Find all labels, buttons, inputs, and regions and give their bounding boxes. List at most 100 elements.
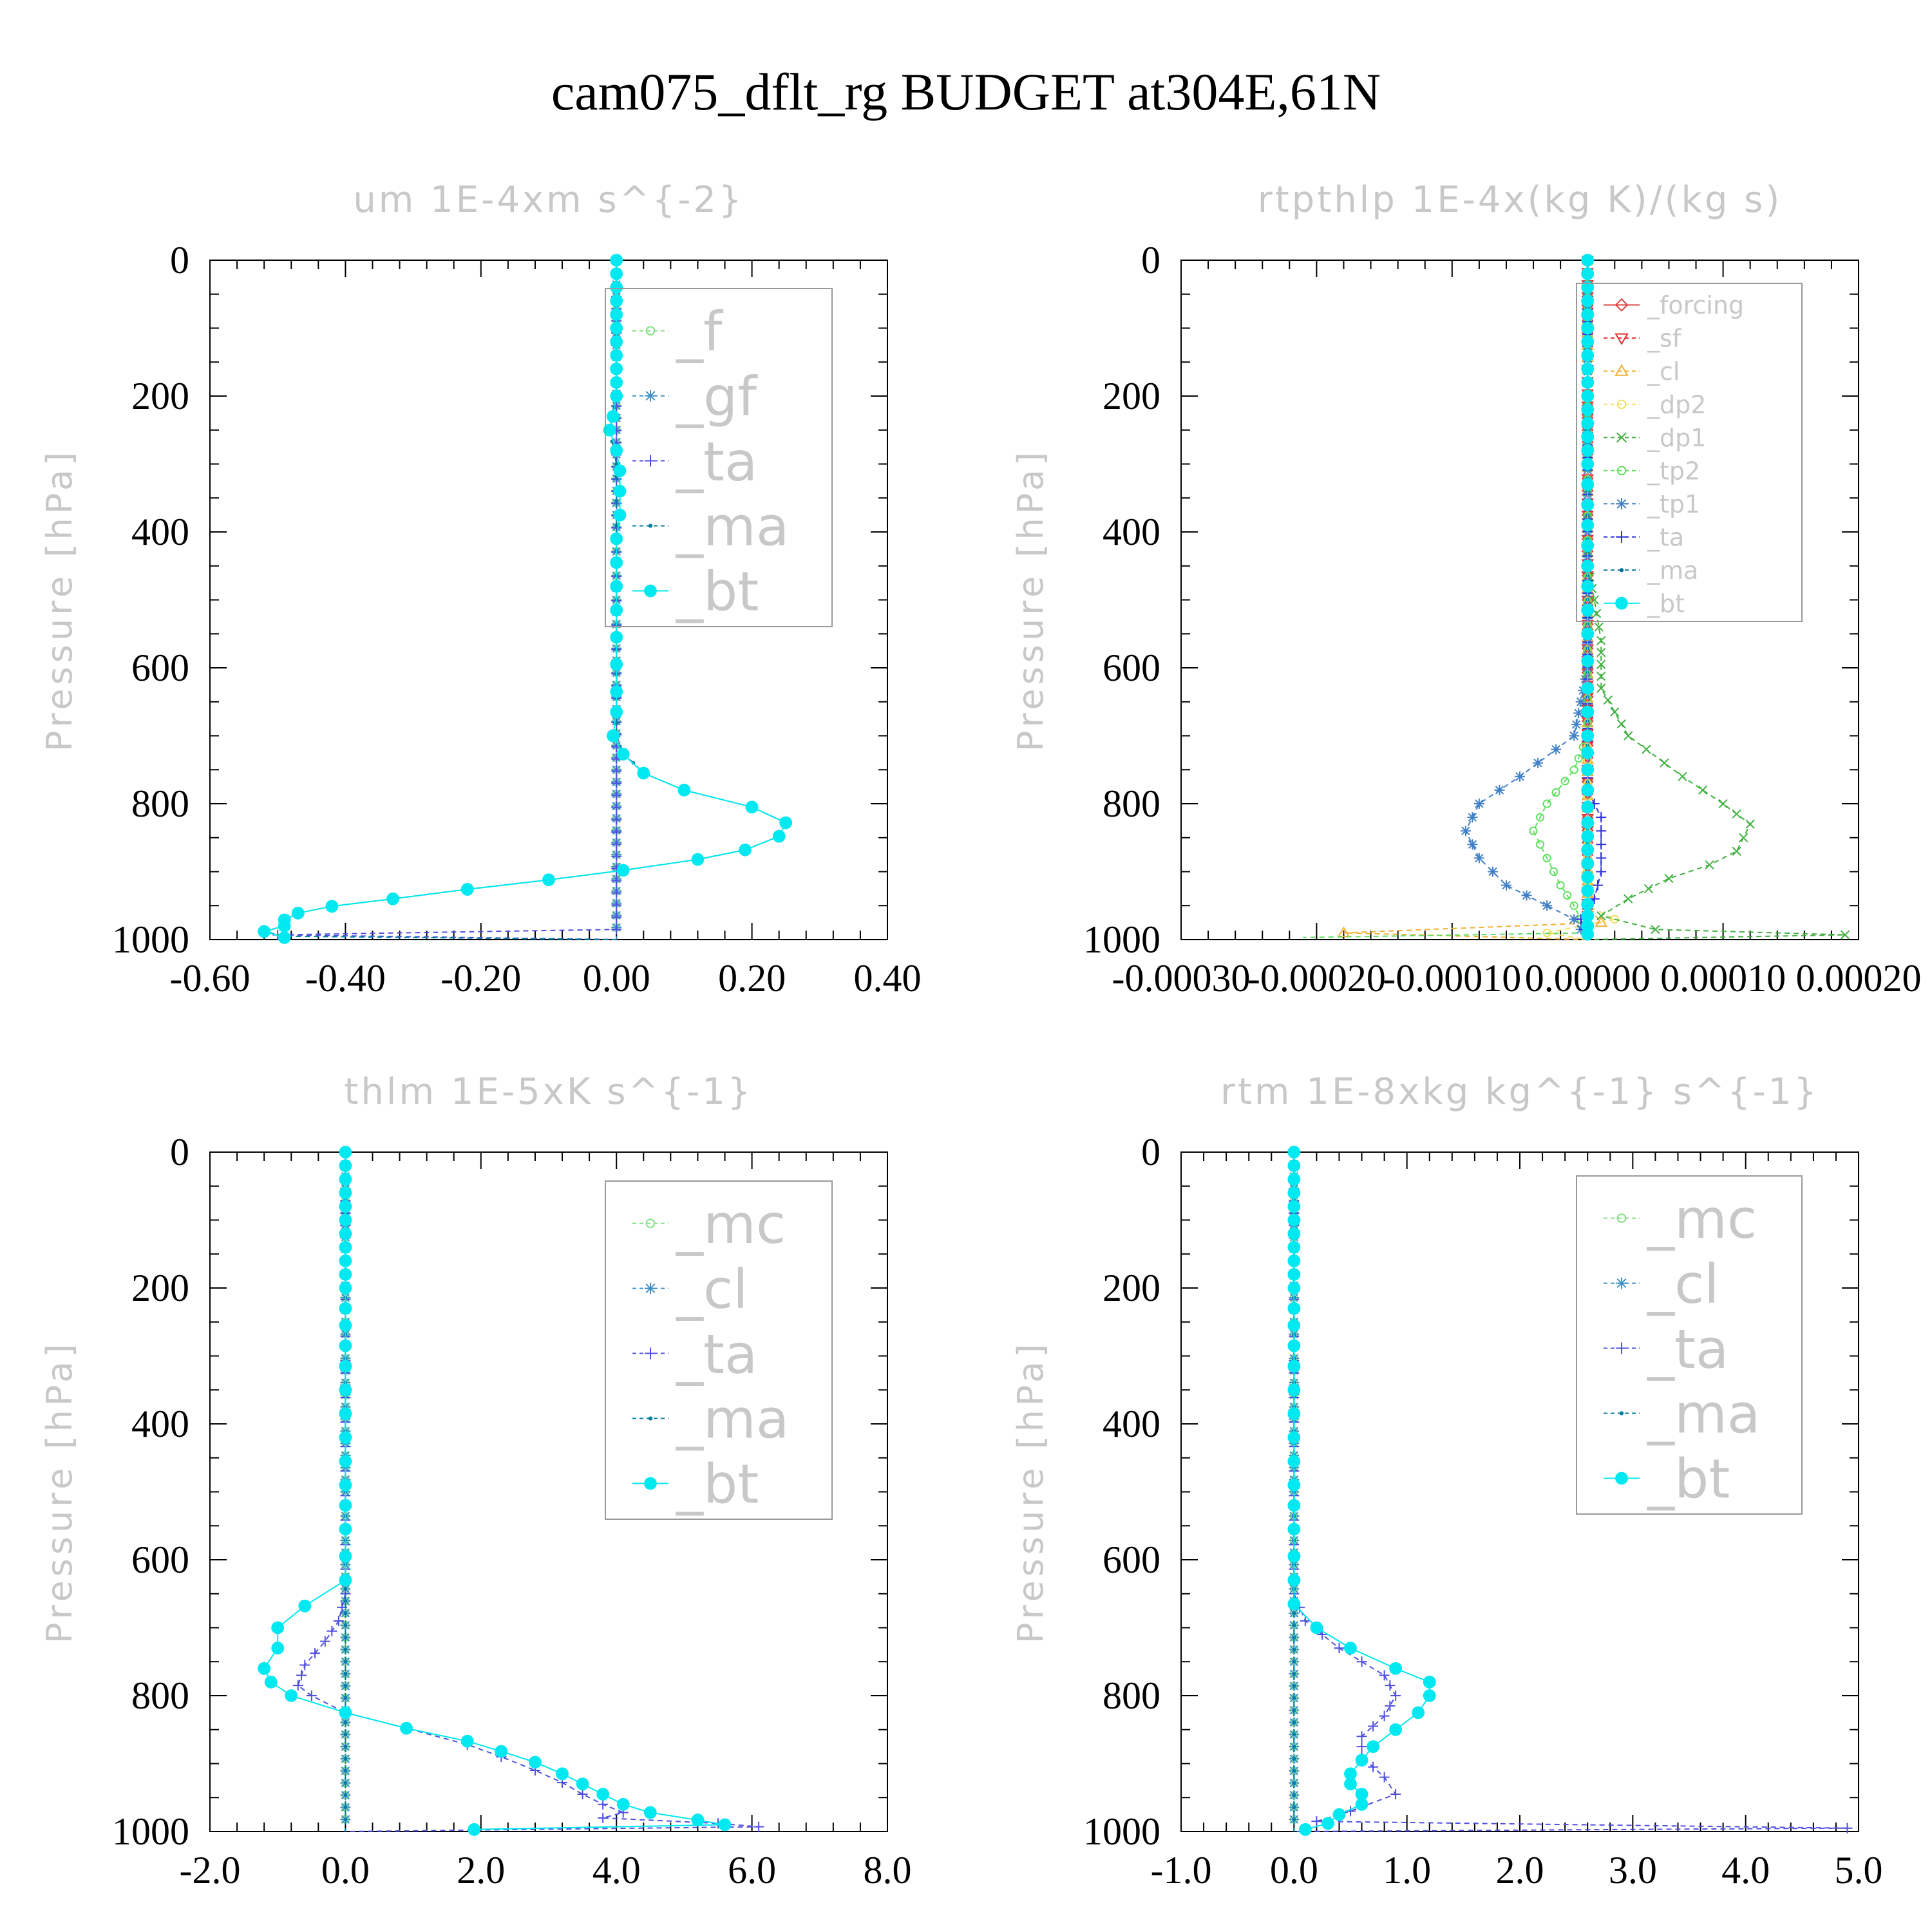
- legend-swatch-marker: [1615, 596, 1628, 610]
- data-point: [1575, 696, 1586, 707]
- x-tick-label: 5.0: [1835, 1849, 1883, 1891]
- data-point: [1356, 1731, 1367, 1742]
- data-point: [1287, 1479, 1301, 1492]
- data-point: [1515, 771, 1525, 782]
- data-point: [643, 1806, 657, 1819]
- data-point: [343, 1696, 348, 1700]
- data-point: [319, 1636, 330, 1647]
- data-point: [1732, 846, 1741, 856]
- data-point: [542, 873, 555, 887]
- data-point: [1292, 1684, 1296, 1688]
- data-point: [1292, 1708, 1296, 1712]
- data-point: [1664, 873, 1674, 884]
- data-point: [298, 1599, 312, 1613]
- data-point: [1287, 1339, 1301, 1352]
- data-point: [1287, 1186, 1301, 1200]
- data-point: [1385, 1700, 1396, 1711]
- data-point: [1287, 1383, 1301, 1397]
- data-point: [1292, 1805, 1296, 1810]
- data-point: [1344, 1767, 1357, 1781]
- data-point: [1581, 518, 1595, 532]
- legend-label: _bt: [1647, 1448, 1730, 1511]
- series-group: [1303, 254, 1850, 941]
- legend: _forcing _sf _cl _dp2 _dp1 _tp2 _tp1 _ta _ma _bt: [1576, 283, 1803, 622]
- y-tick-label: 400: [131, 511, 189, 553]
- data-point: [400, 1721, 413, 1735]
- data-point: [1287, 1213, 1301, 1227]
- data-point: [1535, 840, 1545, 849]
- legend-swatch-marker: [1616, 498, 1627, 510]
- legend-label: _ma: [676, 1388, 789, 1451]
- data-point: [1581, 559, 1595, 573]
- x-tick-label: 6.0: [728, 1849, 776, 1891]
- data-point: [1581, 816, 1595, 829]
- data-point: [677, 784, 691, 797]
- data-point: [1581, 294, 1595, 308]
- data-point: [614, 462, 618, 466]
- legend-label: _forcing: [1647, 291, 1744, 319]
- data-point: [611, 887, 622, 898]
- data-point: [1581, 871, 1595, 884]
- legend-label: _bt: [1647, 589, 1685, 618]
- data-point: [610, 335, 623, 348]
- data-point: [1337, 926, 1350, 938]
- legend-label: _dp1: [1647, 424, 1706, 452]
- plot-frame: [1180, 260, 1859, 940]
- y-tick-label: 400: [1103, 511, 1160, 553]
- data-point: [343, 1587, 348, 1591]
- data-point: [1355, 1754, 1368, 1767]
- data-point: [616, 864, 630, 877]
- data-point: [1596, 636, 1606, 645]
- data-point: [271, 1621, 285, 1634]
- data-point: [1535, 813, 1545, 822]
- panel-title: rtm 1E-8xkg kg^{-1} s^{-1}: [1220, 1071, 1819, 1113]
- data-point: [343, 1599, 348, 1603]
- data-point: [739, 843, 752, 857]
- data-point: [616, 748, 630, 761]
- data-point: [1379, 1670, 1390, 1681]
- data-point: [339, 1268, 352, 1281]
- y-tick-label: 400: [1103, 1403, 1160, 1445]
- data-point: [1643, 884, 1653, 893]
- figure-title: cam075_dflt_rg BUDGET at304E,61N: [551, 62, 1381, 121]
- data-point: [1292, 1745, 1296, 1748]
- data-point: [1300, 1615, 1311, 1626]
- data-point: [1529, 826, 1538, 835]
- data-point: [1287, 1319, 1301, 1332]
- x-tick-label: 0.20: [718, 957, 786, 999]
- legend-label: _gf: [676, 365, 758, 428]
- data-point: [1705, 860, 1714, 870]
- data-point: [343, 1672, 348, 1676]
- data-point: [1581, 603, 1595, 617]
- data-point: [1292, 1623, 1296, 1627]
- data-point: [1581, 627, 1595, 641]
- data-point: [1287, 1200, 1301, 1213]
- data-point: [1581, 390, 1595, 402]
- legend: _f_gf_ta_ma_bt: [605, 288, 833, 627]
- legend-swatch-marker: [645, 455, 656, 467]
- legend-swatch-marker: [1616, 466, 1627, 476]
- data-point: [611, 790, 622, 801]
- legend-swatch-marker: [644, 1477, 657, 1490]
- data-point: [1287, 1499, 1301, 1512]
- data-point: [1287, 1173, 1301, 1186]
- data-point: [339, 1383, 352, 1397]
- data-point: [278, 931, 291, 944]
- data-point: [1581, 430, 1595, 444]
- data-point: [339, 1302, 352, 1315]
- data-point: [339, 1359, 352, 1373]
- data-point: [1298, 1823, 1312, 1836]
- legend-label: _ma: [1647, 1383, 1760, 1446]
- x-tick-label: 8.0: [864, 1849, 912, 1891]
- data-point: [339, 1407, 352, 1421]
- data-point: [1287, 1549, 1301, 1563]
- data-point: [1616, 719, 1626, 729]
- data-point: [1581, 843, 1595, 857]
- data-point: [611, 900, 622, 911]
- x-tick-label: -0.20: [440, 957, 521, 999]
- legend-swatch-marker: [1615, 298, 1629, 312]
- data-point: [460, 1734, 474, 1748]
- series-group: [258, 254, 793, 944]
- data-point: [1501, 880, 1511, 891]
- data-point: [1287, 1240, 1301, 1254]
